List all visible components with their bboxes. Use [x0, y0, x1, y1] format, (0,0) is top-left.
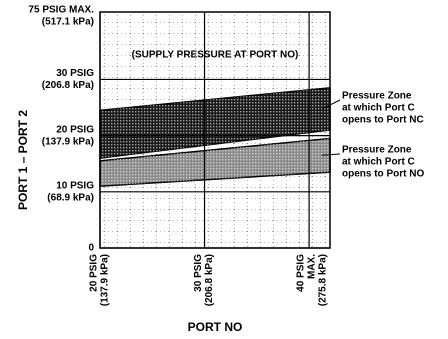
x-tick-label: (206.8 kPa) [204, 254, 215, 306]
legend-label: Pressure Zone [342, 145, 412, 156]
y-tick-label: (68.9 kPa) [47, 192, 94, 203]
legend-label: opens to Port NC [342, 115, 424, 126]
plot-frame [99, 11, 331, 249]
x-axis-title: PORT NO [188, 320, 243, 334]
x-tick-label: 20 PSIG [89, 254, 100, 292]
legend-label: at which Port C [342, 157, 415, 168]
legend-leader [321, 99, 341, 110]
x-tick-label: (137.9 kPa) [100, 254, 111, 306]
x-tick-label: (275.8 kPa) [318, 254, 329, 306]
zone-texture [100, 138, 330, 187]
x-tick-label: 40 PSIG [296, 254, 307, 292]
y-tick-label: 10 PSIG [56, 180, 94, 191]
legend-label: Pressure Zone [342, 91, 412, 102]
legend-label: opens to Port NO [342, 169, 424, 180]
zone-texture [100, 87, 330, 159]
y-tick-label: 30 PSIG [56, 68, 94, 79]
y-tick-label: (137.9 kPa) [42, 136, 94, 147]
y-tick-label: (206.8 kPa) [42, 80, 94, 91]
x-tick-label: 30 PSIG [193, 254, 204, 292]
y-tick-label: 20 PSIG [56, 124, 94, 135]
y-axis-title: PORT 1 – PORT 2 [16, 110, 30, 210]
legend-label: at which Port C [342, 103, 415, 114]
y-tick-label: 0 [88, 243, 94, 254]
annotation: (SUPPLY PRESSURE AT PORT NO) [132, 50, 299, 61]
x-tick-label: MAX. [307, 254, 318, 279]
y-top-label: 75 PSIG MAX. [28, 5, 94, 16]
legend-leader [321, 153, 341, 156]
y-top-label: (517.1 kPa) [42, 17, 94, 28]
